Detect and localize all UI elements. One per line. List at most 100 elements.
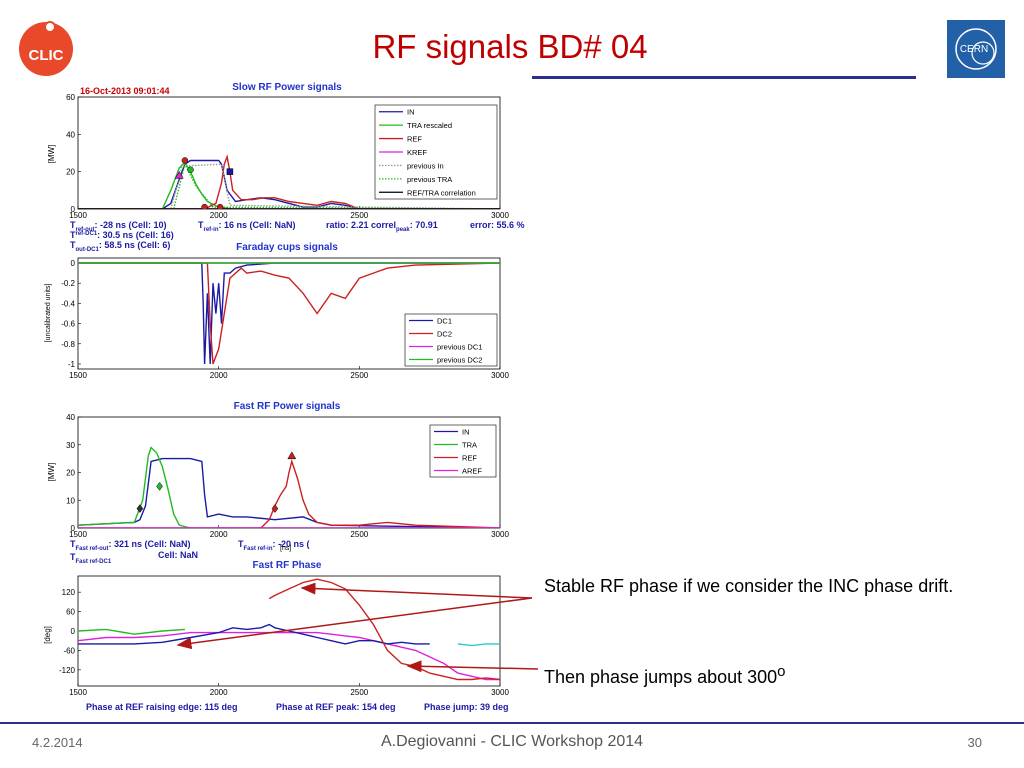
legend-label: REF (407, 135, 422, 144)
t1-c-sub: peak (396, 227, 410, 233)
x-tick-label: 2500 (350, 530, 368, 539)
data-marker (216, 203, 224, 209)
series-line-in (78, 159, 500, 209)
series-line-previous-in (78, 163, 500, 209)
y-tick-label: 0 (71, 205, 76, 214)
y-tick-label: -60 (63, 646, 75, 655)
fast-rf-phase-panel: Fast RF Phase [deg] 1500 2000 2500 3000 120 6… (43, 560, 509, 697)
t1-a: T (70, 220, 76, 230)
legend-label: previous In (407, 161, 444, 170)
t4-b-val: : -20 ns ( (273, 539, 310, 549)
t3-a: T (70, 240, 76, 250)
series-group (78, 262, 500, 365)
legend-label: AREF (462, 467, 482, 476)
y-tick-label: 10 (66, 496, 75, 505)
series-line-previous-tra (78, 162, 500, 209)
series-line-tra (78, 446, 500, 528)
t1-b-val: : 16 ns (Cell: NaN) (219, 220, 296, 230)
y-tick-label: -0.2 (61, 279, 75, 288)
data-marker (201, 203, 208, 209)
y-tick-label: 40 (66, 413, 75, 422)
data-marker (174, 170, 184, 179)
x-tick-label: 1500 (69, 688, 87, 697)
t4-a-val: : 321 ns (Cell: NaN) (109, 539, 191, 549)
phase-raising: Phase at REF raising edge: 115 deg (86, 702, 238, 712)
slow-rf-title: Slow RF Power signals (232, 82, 342, 93)
t5-cell: Cell: NaN (158, 550, 198, 560)
svg-text:TFast ref-out: 321 ns (Cell:: TFast ref-out: 321 ns (Cell: NaN) (70, 539, 191, 552)
t2-a-sub: ref-DC1 (76, 231, 98, 237)
t4-a: T (70, 539, 76, 549)
y-tick-label: -1 (68, 360, 76, 369)
title-underline (532, 76, 916, 79)
y-tick-label: 60 (66, 93, 75, 102)
t3-a-sub: out-DC1 (76, 247, 100, 253)
x-tick-label: 1500 (69, 530, 87, 539)
x-tick-label: 2000 (210, 688, 228, 697)
t4-a-sub: Fast ref-out (76, 546, 109, 552)
y-tick-label: 0 (71, 524, 76, 533)
y-tick-label: 120 (62, 588, 76, 597)
data-marker (287, 451, 297, 460)
t2-a-val: : 30.5 ns (Cell: 16) (97, 230, 174, 240)
faraday-title: Faraday cups signals (236, 242, 338, 253)
y-tick-label: 20 (66, 168, 75, 177)
y-tick-label: -0.4 (61, 299, 75, 308)
t1-a-sub: ref-out (76, 227, 95, 233)
t1-error: error: 55.6 % (470, 220, 525, 230)
svg-text:TFast ref-DC1: TFast ref-DC1 (70, 552, 112, 565)
legend-box (429, 424, 497, 478)
t4-b: T (238, 539, 244, 549)
cern-logo: CERN (947, 20, 1005, 78)
clic-logo: CLIC (16, 18, 78, 78)
x-tick-label: 2500 (350, 371, 368, 380)
y-tick-label: 30 (66, 441, 75, 450)
t3-a-val: : 58.5 ns (Cell: 6) (99, 240, 171, 250)
y-tick-label: -0.6 (61, 320, 75, 329)
clic-logo-text: CLIC (29, 47, 64, 64)
footer-author: A.Degiovanni - CLIC Workshop 2014 (380, 733, 644, 750)
fast-rf-title: Fast RF Power signals (234, 401, 341, 412)
rf-signals-figure: 16-Oct-2013 09:01:44 Slow RF Power signa… (43, 82, 525, 712)
t2-a: T (70, 230, 76, 240)
phase-peak: Phase at REF peak: 154 deg (276, 702, 396, 712)
legend-label: IN (407, 108, 415, 117)
series-line-ref (78, 154, 500, 209)
slow-rf-legend: IN TRA rescaled REF KREF previous In previous… (374, 104, 498, 200)
annotation-phase-jump-text: Then phase jumps about 300 (544, 667, 778, 687)
series-line-green (78, 628, 185, 635)
svg-text:Tref-in: 16 ns (Cell: NaN): Tref-in: 16 ns (Cell: NaN) (198, 220, 296, 233)
annotation-phase-jump: Then phase jumps about 300o (544, 658, 964, 691)
fast-rf-plot: 1500 2000 2500 3000 0 10 20 30 40 (66, 413, 509, 539)
phase-plot: 1500 2000 2500 3000 120 60 0 -60 -120 (59, 575, 509, 697)
page-number: 30 (967, 735, 982, 750)
t1-b-sub: ref-in (204, 227, 219, 233)
legend-label: IN (462, 428, 470, 437)
fast-rf-ylabel: [MW] (47, 463, 56, 482)
phase-title: Fast RF Phase (253, 560, 322, 571)
cern-logo-text: CERN (960, 44, 988, 55)
y-tick-label: 20 (66, 469, 75, 478)
data-marker (226, 168, 234, 175)
x-tick-label: 2500 (350, 211, 368, 220)
legend-label: TRA rescaled (407, 121, 452, 130)
svg-text:Tref-out: -28 ns (Cell: 10): Tref-out: -28 ns (Cell: 10) (70, 220, 167, 233)
y-tick-label: 60 (66, 608, 75, 617)
t1-b: T (198, 220, 204, 230)
x-tick-label: 3000 (491, 211, 509, 220)
data-marker (271, 504, 279, 513)
legend-label: REF/TRA correlation (407, 188, 476, 197)
series-line-dc1 (78, 262, 500, 365)
slide-title: RF signals BD# 04 (372, 28, 648, 65)
svg-text:Tref-DC1: 30.5 ns (Cell: 16): Tref-DC1: 30.5 ns (Cell: 16) (70, 230, 174, 240)
slow-rf-power-panel: Slow RF Power signals [MW] 1500 2000 2500 3… (47, 82, 509, 220)
fast-timing-rows: TFast ref-out: 321 ns (Cell: NaN) TFast … (70, 539, 310, 565)
series-group (78, 154, 500, 209)
legend-label: DC1 (437, 317, 452, 326)
x-tick-label: 3000 (491, 371, 509, 380)
svg-text:ratio: 2.21 correlpeak: 70.91: ratio: 2.21 correlpeak: 70.91 (326, 220, 438, 233)
faraday-cups-panel: Faraday cups signals [uncalibrated units… (45, 242, 509, 380)
annotation-degree-sup: o (777, 663, 786, 680)
footer-date: 4.2.2014 (32, 735, 83, 750)
x-tick-label: 2000 (210, 211, 228, 220)
